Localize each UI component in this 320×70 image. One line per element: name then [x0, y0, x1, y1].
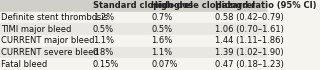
Text: High-dose clopidogrel: High-dose clopidogrel: [151, 1, 255, 10]
Bar: [0, 0, 91, 12]
Bar: [149, 58, 213, 70]
Bar: [91, 47, 149, 58]
Bar: [91, 0, 149, 12]
Bar: [149, 23, 213, 35]
Bar: [213, 35, 266, 47]
Bar: [149, 12, 213, 23]
Text: 0.5%: 0.5%: [151, 25, 172, 34]
Bar: [0, 23, 91, 35]
Bar: [149, 0, 213, 12]
Text: CURRENT severe bleed: CURRENT severe bleed: [1, 48, 99, 57]
Text: 0.07%: 0.07%: [151, 60, 178, 69]
Bar: [91, 58, 149, 70]
Text: Hazard ratio (95% CI): Hazard ratio (95% CI): [215, 1, 316, 10]
Text: 0.15%: 0.15%: [92, 60, 119, 69]
Text: 1.1%: 1.1%: [92, 36, 114, 45]
Bar: [91, 12, 149, 23]
Bar: [0, 35, 91, 47]
Text: Definite stent thrombosis: Definite stent thrombosis: [1, 13, 108, 22]
Text: 0.5%: 0.5%: [92, 25, 114, 34]
Bar: [0, 12, 91, 23]
Bar: [0, 47, 91, 58]
Bar: [149, 35, 213, 47]
Text: 1.6%: 1.6%: [151, 36, 172, 45]
Text: 0.58 (0.42–0.79): 0.58 (0.42–0.79): [215, 13, 284, 22]
Text: 1.1%: 1.1%: [151, 48, 172, 57]
Text: 0.8%: 0.8%: [92, 48, 114, 57]
Bar: [91, 35, 149, 47]
Bar: [213, 47, 266, 58]
Text: 0.7%: 0.7%: [151, 13, 172, 22]
Bar: [91, 23, 149, 35]
Bar: [213, 58, 266, 70]
Bar: [213, 12, 266, 23]
Bar: [213, 0, 266, 12]
Bar: [0, 58, 91, 70]
Text: Standard clopidogrel: Standard clopidogrel: [92, 1, 193, 10]
Text: TIMI major bleed: TIMI major bleed: [1, 25, 72, 34]
Bar: [213, 23, 266, 35]
Text: 1.39 (1.02–1.90): 1.39 (1.02–1.90): [215, 48, 284, 57]
Text: 1.06 (0.70–1.61): 1.06 (0.70–1.61): [215, 25, 284, 34]
Text: 1.44 (1.11–1.86): 1.44 (1.11–1.86): [215, 36, 284, 45]
Text: 0.47 (0.18–1.23): 0.47 (0.18–1.23): [215, 60, 284, 69]
Text: CURRENT major bleed: CURRENT major bleed: [1, 36, 95, 45]
Bar: [149, 47, 213, 58]
Text: 1.2%: 1.2%: [92, 13, 114, 22]
Text: Fatal bleed: Fatal bleed: [1, 60, 48, 69]
